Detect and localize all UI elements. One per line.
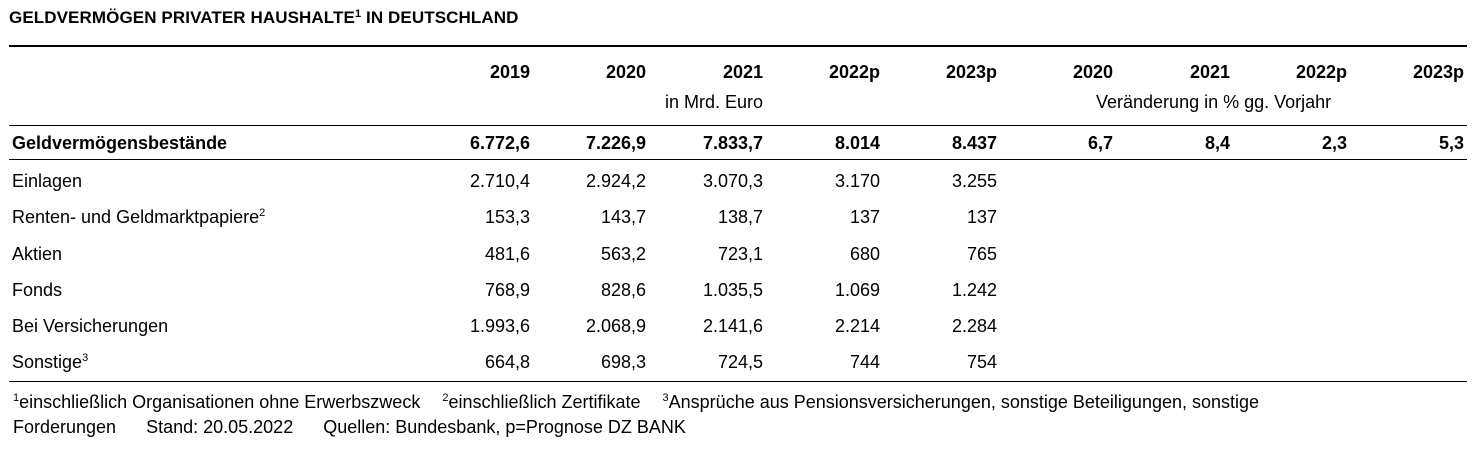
value-cell: 7.226,9 [585,133,646,153]
value-cell: 698,3 [600,352,646,372]
value-cell: 1.069 [834,280,880,300]
total-rule [9,159,1467,160]
value-cell: 137 [849,207,880,227]
table-title: GELDVERMÖGEN PRIVATER HAUSHALTE1 IN DEUT… [9,8,519,27]
value-cell: 2.141,6 [702,316,763,336]
value-cell: 680 [849,244,880,264]
change-cell: 5,3 [1438,133,1464,153]
value-cell: 754 [966,352,997,372]
value-cell: 664,8 [484,352,530,372]
value-cell: 8.437 [951,133,997,153]
value-cell: 8.014 [834,133,880,153]
value-cell: 724,5 [717,352,763,372]
value-cell: 1.993,6 [469,316,530,336]
row-label: Geldvermögensbestände [12,133,228,153]
sources: Quellen: Bundesbank, p=Prognose DZ BANK [323,417,686,437]
total-row: Geldvermögensbestände 6.772,6 7.226,9 7.… [0,125,1476,161]
value-cell: 563,2 [600,244,646,264]
value-cell: 6.772,6 [469,133,530,153]
change-year-header: 2022p [1295,62,1347,82]
change-cell: 6,7 [1087,133,1113,153]
table-row: Sonstige3 664,8 698,3 724,5 744 754 [0,344,1476,380]
value-cell: 138,7 [717,207,763,227]
unit-label-values: in Mrd. Euro [664,92,763,112]
header-row: 2019 2020 2021 2022p 2023p 2020 2021 202… [0,54,1476,90]
date-stand: Stand: 20.05.2022 [146,417,294,437]
change-year-header: 2021 [1189,62,1230,82]
row-label: Bei Versicherungen [12,316,169,336]
row-label: Renten- und Geldmarktpapiere2 [12,207,266,227]
value-cell: 765 [966,244,997,264]
footnote-line-2: Forderungen Stand: 20.05.2022 Quellen: Bun… [13,417,686,437]
value-cell: 7.833,7 [702,133,763,153]
year-header: 2019 [489,62,530,82]
value-cell: 1.035,5 [702,280,763,300]
value-cell: 2.924,2 [585,171,646,191]
change-cell: 2,3 [1321,133,1347,153]
value-cell: 744 [849,352,880,372]
change-year-header: 2023p [1412,62,1464,82]
bottom-rule [9,381,1467,382]
value-cell: 137 [966,207,997,227]
table-row: Aktien 481,6 563,2 723,1 680 765 [0,236,1476,272]
value-cell: 768,9 [484,280,530,300]
value-cell: 2.710,4 [469,171,530,191]
value-cell: 2.068,9 [585,316,646,336]
value-cell: 143,7 [600,207,646,227]
value-cell: 2.214 [834,316,880,336]
year-header: 2021 [722,62,763,82]
table-row: Bei Versicherungen 1.993,6 2.068,9 2.141… [0,308,1476,344]
change-year-header: 2020 [1072,62,1113,82]
change-cell: 8,4 [1204,133,1230,153]
footnotes: 1einschließlich Organisationen ohne Erwe… [13,390,1463,440]
table-row: Einlagen 2.710,4 2.924,2 3.070,3 3.170 3… [0,163,1476,199]
value-cell: 2.284 [951,316,997,336]
value-cell: 1.242 [951,280,997,300]
year-header: 2020 [605,62,646,82]
value-cell: 3.070,3 [702,171,763,191]
value-cell: 153,3 [484,207,530,227]
year-header: 2023p [945,62,997,82]
unit-label-changes: Veränderung in % gg. Vorjahr [1096,92,1332,112]
row-label: Aktien [12,244,63,264]
header-rule [9,125,1467,126]
value-cell: 481,6 [484,244,530,264]
top-rule [9,45,1467,47]
year-header: 2022p [828,62,880,82]
title-footnote-marker: 1 [354,8,362,20]
value-cell: 3.170 [834,171,880,191]
footnote-line-1: 1einschließlich Organisationen ohne Erwe… [13,392,1260,412]
table-row: Fonds 768,9 828,6 1.035,5 1.069 1.242 [0,272,1476,308]
value-cell: 828,6 [600,280,646,300]
table-row: Renten- und Geldmarktpapiere2 153,3 143,… [0,199,1476,235]
value-cell: 3.255 [951,171,997,191]
value-cell: 723,1 [717,244,763,264]
row-label: Sonstige3 [12,352,89,372]
row-label: Einlagen [12,171,83,191]
row-label: Fonds [12,280,63,300]
